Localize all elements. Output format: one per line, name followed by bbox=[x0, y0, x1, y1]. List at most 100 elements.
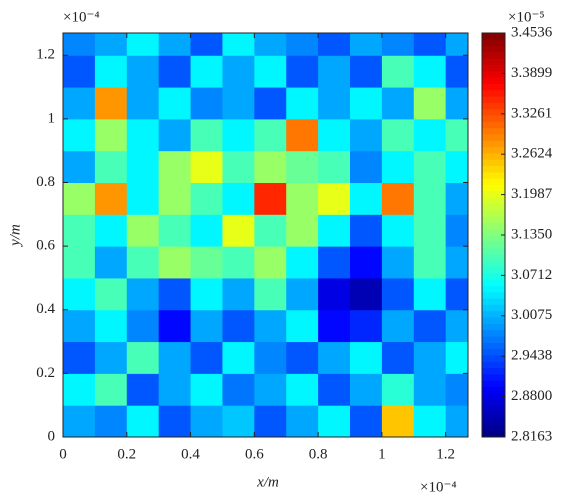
heatmap-cell bbox=[318, 277, 351, 311]
heatmap-cell bbox=[190, 405, 223, 437]
heatmap-cell bbox=[126, 246, 160, 279]
heatmap-cell bbox=[158, 214, 192, 247]
heatmap-cell bbox=[350, 87, 383, 120]
heatmap-cell bbox=[190, 118, 223, 152]
colorbar-segment bbox=[482, 336, 505, 343]
colorbar-segment bbox=[482, 405, 505, 413]
colorbar-tick-label: 3.4536 bbox=[511, 24, 553, 40]
colorbar-segment bbox=[482, 134, 505, 141]
colorbar-segment bbox=[482, 197, 505, 204]
heatmap-cell bbox=[94, 309, 128, 343]
colorbar-tick-label: 3.1350 bbox=[511, 226, 552, 242]
heatmap-cell bbox=[94, 246, 128, 279]
heatmap-cell bbox=[254, 373, 287, 406]
colorbar-segment bbox=[482, 285, 505, 293]
heatmap-cell bbox=[286, 309, 319, 343]
colorbar-segment bbox=[482, 298, 505, 305]
colorbar-segment bbox=[482, 127, 505, 135]
heatmap-cell bbox=[126, 33, 160, 56]
x-tick-label: 1 bbox=[378, 446, 386, 462]
heatmap-cell bbox=[350, 341, 383, 374]
colorbar-segment bbox=[482, 39, 505, 47]
colorbar-segment bbox=[482, 222, 505, 230]
heatmap-cell bbox=[158, 150, 192, 184]
y-multiplier: ×10⁻⁴ bbox=[63, 9, 100, 25]
colorbar-segment bbox=[482, 190, 505, 198]
heatmap-cell bbox=[413, 118, 447, 152]
heatmap-cell bbox=[286, 277, 319, 311]
colorbar-segment bbox=[482, 418, 505, 425]
heatmap-cell bbox=[126, 55, 160, 88]
heatmap-cell bbox=[94, 118, 128, 152]
heatmap-cell bbox=[222, 87, 255, 120]
heatmap-cell bbox=[445, 309, 468, 343]
y-axis-label: y/m bbox=[7, 224, 23, 248]
heatmap-cell bbox=[350, 246, 383, 279]
colorbar-segment bbox=[482, 317, 505, 324]
heatmap-cell bbox=[413, 33, 447, 56]
colorbar-multiplier: ×10⁻⁵ bbox=[508, 9, 545, 25]
heatmap-cell bbox=[445, 33, 468, 56]
heatmap-cell bbox=[381, 150, 415, 184]
heatmap-cell bbox=[381, 55, 415, 88]
heatmap-cell bbox=[381, 309, 415, 343]
heatmap-cell bbox=[381, 405, 415, 437]
x-tick-label: 0.2 bbox=[117, 446, 136, 462]
heatmap-cell bbox=[350, 150, 383, 184]
colorbar-segment bbox=[482, 102, 505, 110]
heatmap-cell bbox=[222, 405, 255, 437]
heatmap-cell bbox=[126, 309, 160, 343]
colorbar-segment bbox=[482, 64, 505, 72]
colorbar-segment bbox=[482, 33, 505, 40]
colorbar-segment bbox=[482, 247, 505, 255]
colorbar-segment bbox=[482, 83, 505, 91]
heatmap-cell bbox=[318, 341, 351, 374]
heatmap-cell bbox=[63, 373, 96, 406]
heatmap-cell bbox=[190, 33, 223, 56]
heatmap-cell bbox=[190, 55, 223, 88]
heatmap-cell bbox=[158, 309, 192, 343]
heatmap-cell bbox=[63, 150, 96, 184]
heatmap-cell bbox=[126, 373, 160, 406]
colorbar-segment bbox=[482, 361, 505, 369]
heatmap-cell bbox=[445, 87, 468, 120]
heatmap-cell bbox=[445, 405, 468, 437]
heatmap-cell bbox=[254, 405, 287, 437]
colorbar-tick-label: 2.9438 bbox=[511, 348, 552, 364]
heatmap-cell bbox=[445, 277, 468, 311]
heatmap-cell bbox=[286, 405, 319, 437]
colorbar-segment bbox=[482, 266, 505, 274]
heatmap-cell bbox=[158, 373, 192, 406]
heatmap-cell bbox=[126, 87, 160, 120]
heatmap-cell bbox=[94, 214, 128, 247]
heatmap-cell bbox=[158, 55, 192, 88]
colorbar-segment bbox=[482, 89, 505, 97]
heatmap-cell bbox=[318, 55, 351, 88]
heatmap-cell bbox=[413, 150, 447, 184]
heatmap-cell bbox=[445, 214, 468, 247]
plot-frame bbox=[62, 32, 469, 438]
heatmap-cell bbox=[381, 33, 415, 56]
heatmap-cell bbox=[94, 373, 128, 406]
colorbar-segment bbox=[482, 58, 505, 66]
heatmap-cell bbox=[158, 405, 192, 437]
colorbar-segment bbox=[482, 430, 505, 438]
colorbar-segment bbox=[482, 380, 505, 387]
heatmap-cell bbox=[222, 214, 255, 247]
heatmap-cell bbox=[126, 277, 160, 311]
heatmap-cell bbox=[63, 118, 96, 152]
x-multiplier: ×10⁻⁴ bbox=[420, 479, 457, 495]
heatmap-cell bbox=[126, 150, 160, 184]
heatmap-cell bbox=[94, 341, 128, 374]
heatmap-cell bbox=[94, 33, 128, 56]
x-axis-label: x/m bbox=[256, 474, 279, 490]
colorbar-segment bbox=[482, 392, 505, 400]
heatmap-cell bbox=[126, 214, 160, 247]
heatmap-cell bbox=[254, 341, 287, 374]
heatmap-cell bbox=[222, 33, 255, 56]
heatmap-cell bbox=[63, 309, 96, 343]
colorbar-segment bbox=[482, 152, 505, 160]
colorbar-tick-label: 3.2624 bbox=[511, 146, 553, 162]
heatmap-cell bbox=[190, 182, 223, 215]
heatmap-cell bbox=[286, 55, 319, 88]
